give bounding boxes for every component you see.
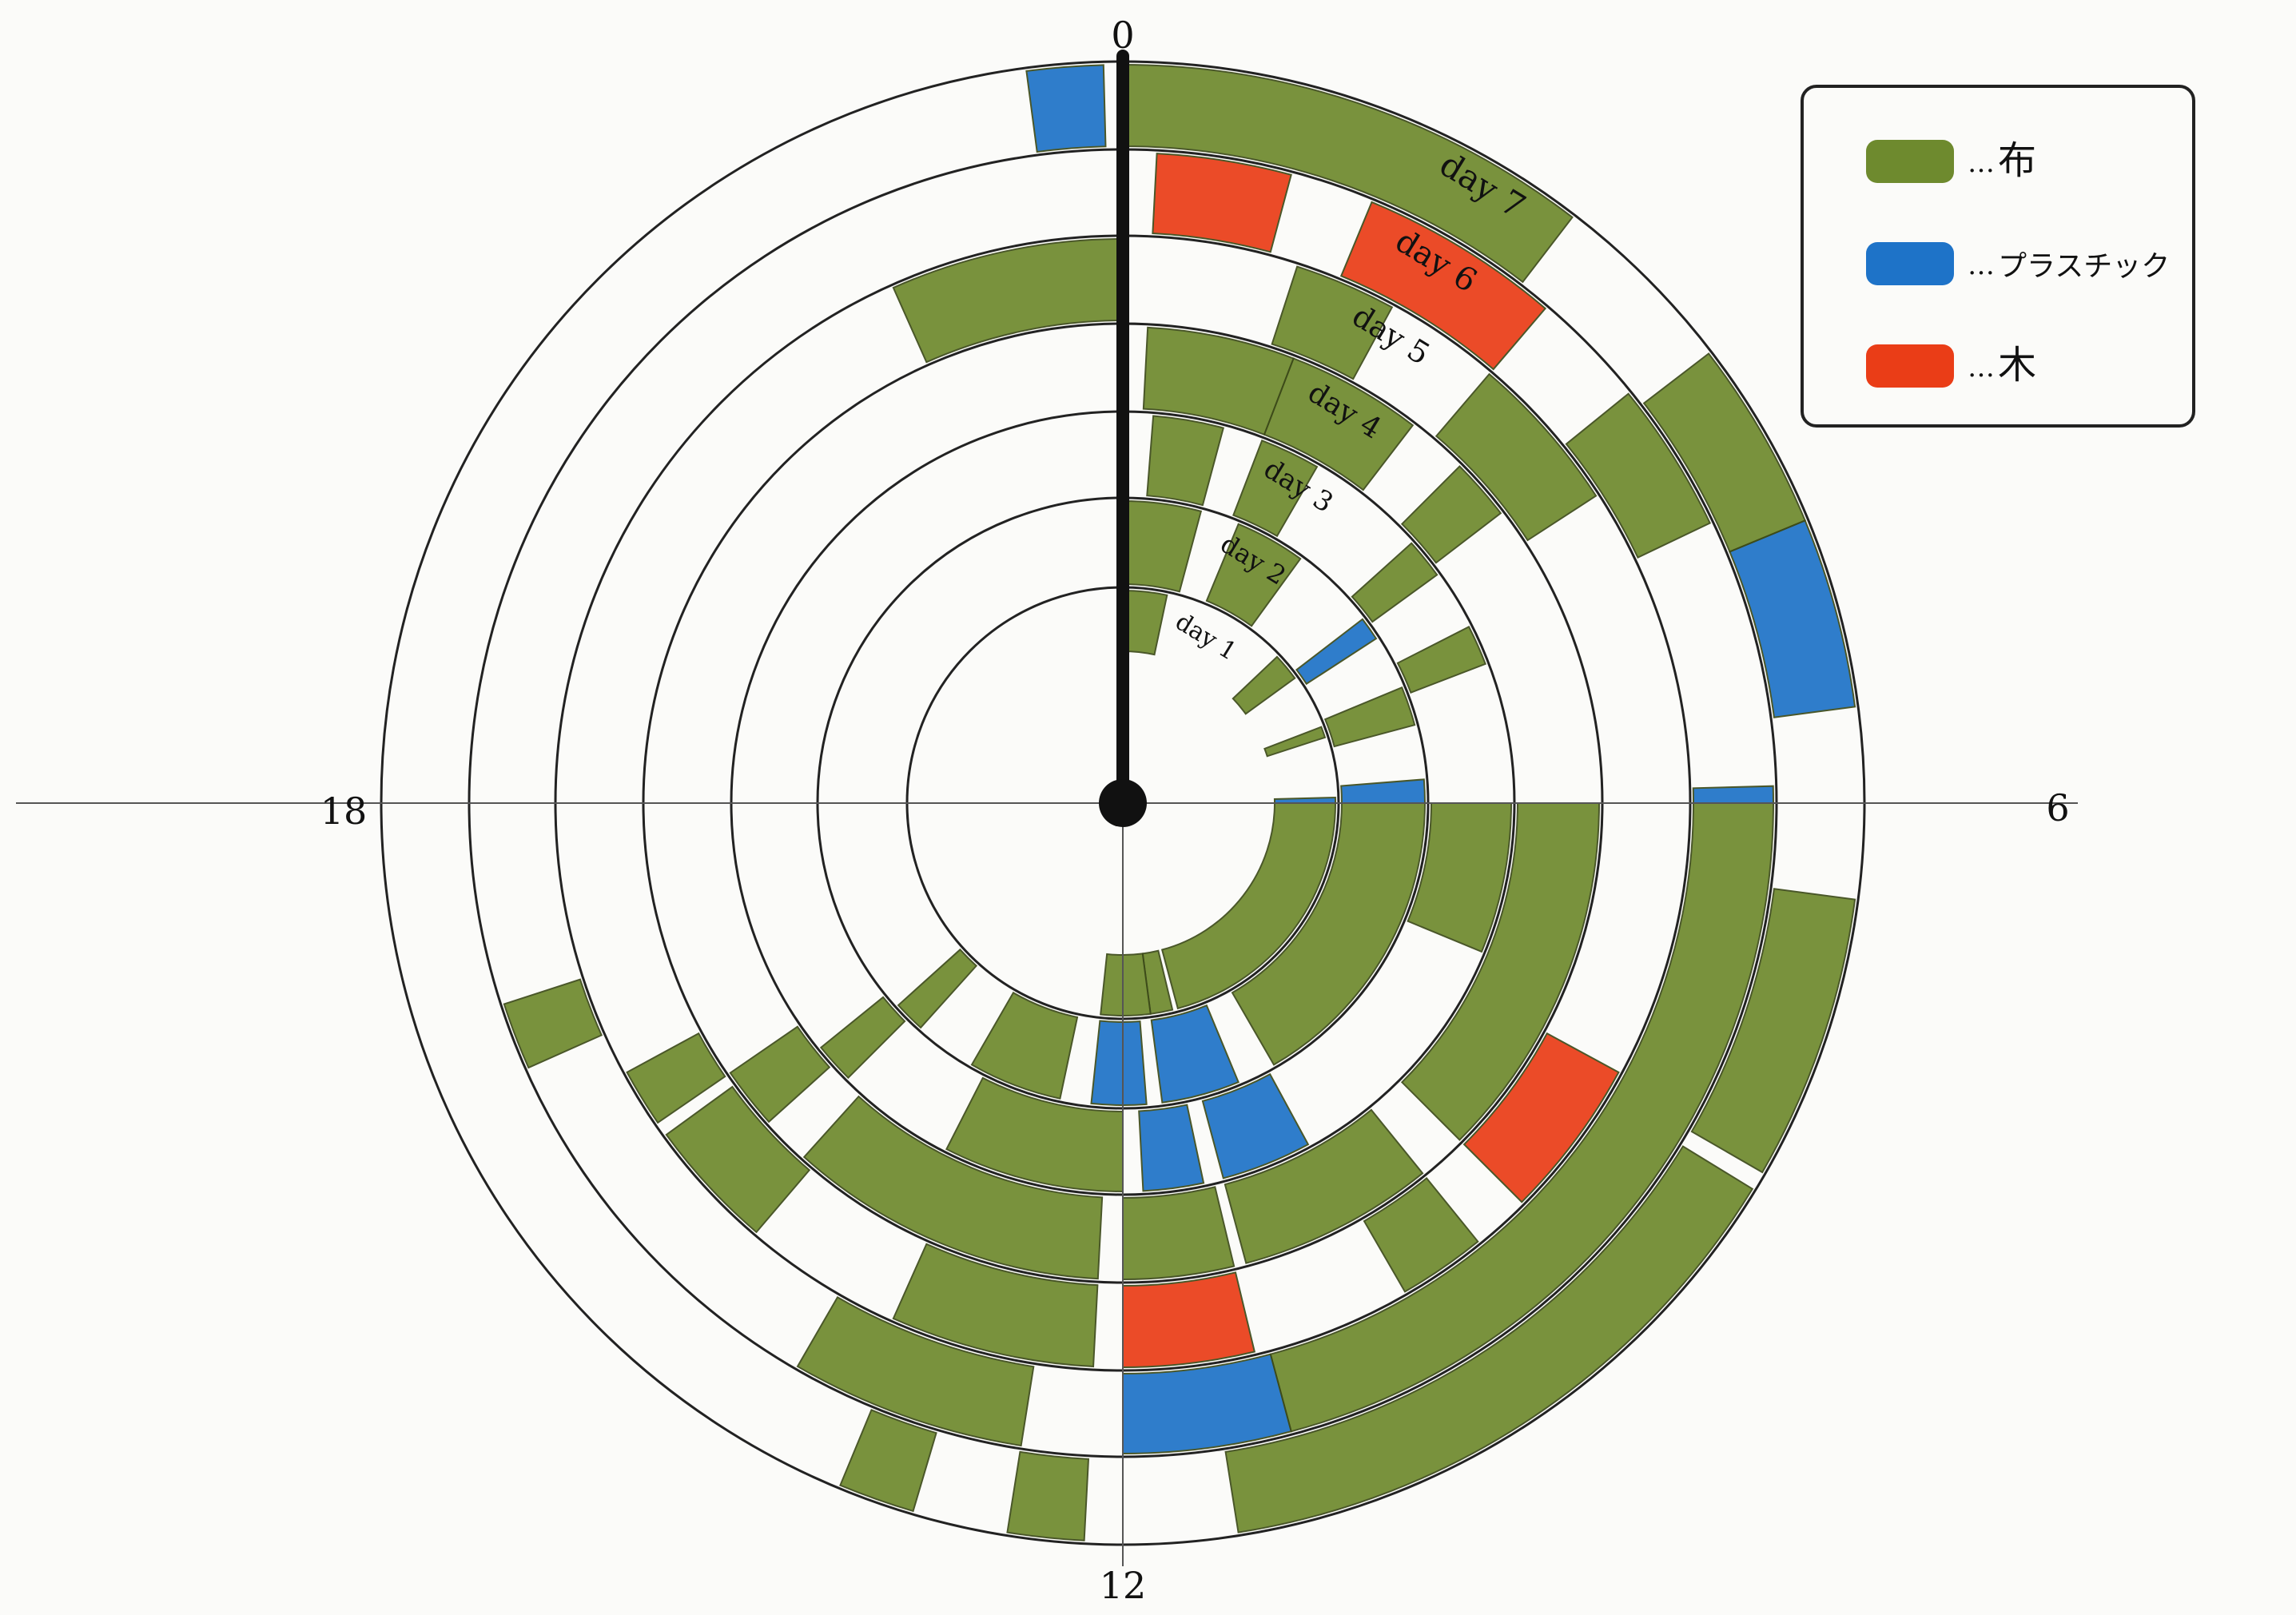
segment-wood <box>1462 1032 1620 1203</box>
hour-label-6: 6 <box>2046 786 2069 829</box>
legend-swatch-wood <box>1866 344 1954 388</box>
segment-cloth <box>1122 1186 1236 1281</box>
segment-plastic <box>1090 1020 1148 1106</box>
segment-cloth <box>503 978 603 1069</box>
segment-cloth <box>1400 465 1502 564</box>
segment-cloth <box>1142 326 1295 436</box>
segment-cloth <box>665 1085 811 1234</box>
segment-wood <box>1339 201 1547 371</box>
segment-plastic <box>1138 1104 1205 1192</box>
segment-plastic <box>1295 618 1378 686</box>
segment-cloth <box>892 237 1124 364</box>
segment-wood <box>1152 153 1292 253</box>
segment-cloth <box>839 1409 937 1513</box>
segment-cloth <box>626 1032 726 1124</box>
segment-plastic <box>1692 785 1775 804</box>
hour-label-18: 18 <box>320 790 368 833</box>
segment-wood <box>1122 1271 1256 1369</box>
segment-cloth <box>729 1025 831 1124</box>
segment-cloth <box>1396 626 1487 694</box>
segment-plastic <box>1150 1004 1240 1104</box>
segment-plastic <box>1201 1072 1310 1179</box>
segment-cloth <box>1122 499 1203 593</box>
segment-plastic <box>1729 519 1856 718</box>
segment-plastic <box>1122 1353 1292 1455</box>
segment-cloth <box>1323 686 1416 748</box>
segment-cloth <box>1351 542 1438 623</box>
legend-dots-plastic: … <box>1968 249 1995 281</box>
segment-cloth <box>1205 523 1302 627</box>
segments-layer <box>503 63 1856 1541</box>
segment-cloth <box>819 996 906 1080</box>
legend-swatch-plastic <box>1866 242 1954 285</box>
legend-dots-cloth: … <box>1968 147 1995 179</box>
legend-label-cloth: 布 <box>1998 138 2036 183</box>
segment-cloth <box>1146 415 1225 507</box>
legend-label-wood: 木 <box>1998 343 2036 388</box>
segment-plastic <box>1340 778 1427 804</box>
segment-cloth <box>796 1295 1035 1447</box>
segment-plastic <box>1025 64 1107 153</box>
segment-cloth <box>1263 726 1327 758</box>
segment-cloth <box>1363 1176 1479 1293</box>
segment-plastic <box>1273 797 1337 804</box>
segment-cloth <box>1232 439 1319 538</box>
segment-cloth <box>892 1243 1099 1368</box>
segment-cloth <box>1232 655 1296 715</box>
segment-cloth <box>1435 372 1598 542</box>
clock-center <box>1099 779 1147 827</box>
legend-dots-wood: … <box>1968 352 1995 384</box>
segment-cloth <box>1271 265 1394 380</box>
segment-cloth <box>1224 1145 1754 1533</box>
legend-label-plastic: プラスチック <box>1998 250 2170 283</box>
segment-cloth <box>1006 1450 1090 1541</box>
segment-cloth <box>1263 357 1415 491</box>
segment-cloth <box>897 948 978 1029</box>
legend: … 布… プラスチック… 木 <box>1801 85 2195 428</box>
segment-cloth <box>1565 392 1712 559</box>
segment-cloth <box>802 1095 1104 1280</box>
segment-cloth <box>1690 888 1856 1174</box>
hour-label-0: 0 <box>1111 14 1134 57</box>
segment-cloth <box>1141 949 1174 1015</box>
axes-layer <box>16 50 2078 1566</box>
segment-cloth <box>1224 1108 1424 1264</box>
segment-cloth <box>1100 953 1152 1016</box>
hour-label-12: 12 <box>1100 1564 1147 1607</box>
segment-cloth <box>1642 352 1806 553</box>
segment-cloth <box>1122 589 1168 656</box>
segment-cloth <box>970 991 1079 1100</box>
legend-swatch-cloth <box>1866 140 1954 183</box>
